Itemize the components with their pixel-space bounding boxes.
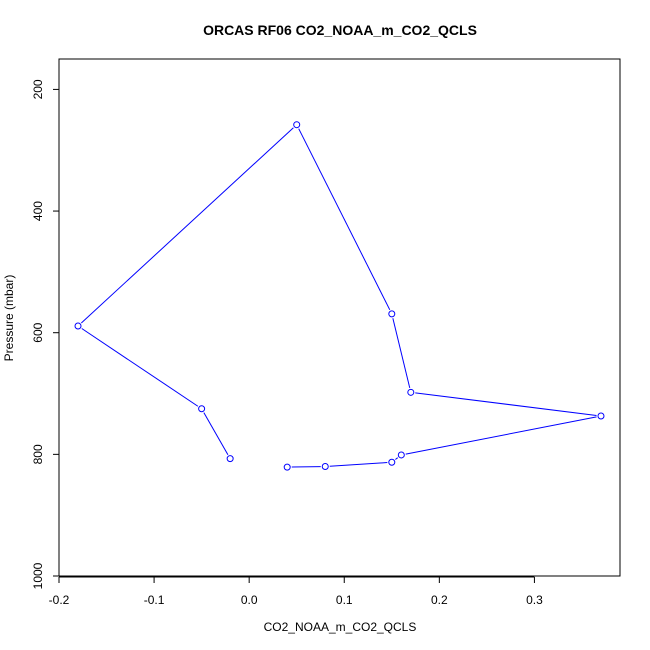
series-line-segment bbox=[203, 412, 229, 455]
y-tick-label: 200 bbox=[31, 79, 45, 99]
y-tick-label: 400 bbox=[31, 201, 45, 221]
series-line-segment bbox=[298, 128, 391, 311]
data-point bbox=[407, 388, 415, 396]
series-line-segment bbox=[80, 127, 294, 324]
x-tick-label: -0.2 bbox=[49, 593, 70, 607]
data-point bbox=[226, 455, 234, 463]
data-point bbox=[74, 322, 82, 330]
series-line-segment bbox=[392, 318, 411, 389]
x-tick-label: -0.1 bbox=[144, 593, 165, 607]
data-point bbox=[397, 451, 405, 459]
y-tick-label: 800 bbox=[31, 444, 45, 464]
series-line-segment bbox=[81, 328, 199, 407]
series-line-segment bbox=[415, 392, 597, 416]
series-line-segment bbox=[405, 416, 597, 455]
x-axis: -0.2 -0.1 0.0 0.1 0.2 0.3 bbox=[49, 576, 543, 607]
data-point bbox=[388, 310, 396, 318]
data-point bbox=[388, 458, 396, 466]
data-point bbox=[283, 463, 291, 471]
chart-title: ORCAS RF06 CO2_NOAA_m_CO2_QCLS bbox=[203, 22, 477, 38]
x-tick-label: 0.3 bbox=[526, 593, 543, 607]
y-tick-label: 1000 bbox=[31, 562, 45, 589]
x-tick-label: 0.2 bbox=[431, 593, 448, 607]
data-point bbox=[321, 463, 329, 471]
series-line-segment bbox=[329, 462, 388, 467]
y-tick-label: 600 bbox=[31, 322, 45, 342]
data-point bbox=[198, 405, 206, 413]
y-axis: 200 400 600 800 1000 bbox=[31, 79, 60, 589]
x-tick-label: 0.1 bbox=[336, 593, 353, 607]
data-point bbox=[597, 412, 605, 420]
series-line-segment bbox=[395, 457, 399, 460]
x-axis-label: CO2_NOAA_m_CO2_QCLS bbox=[264, 620, 417, 634]
y-axis-label: Pressure (mbar) bbox=[2, 275, 16, 362]
data-point bbox=[293, 121, 301, 129]
x-tick-label: 0.0 bbox=[241, 593, 258, 607]
series-layer bbox=[74, 121, 605, 471]
